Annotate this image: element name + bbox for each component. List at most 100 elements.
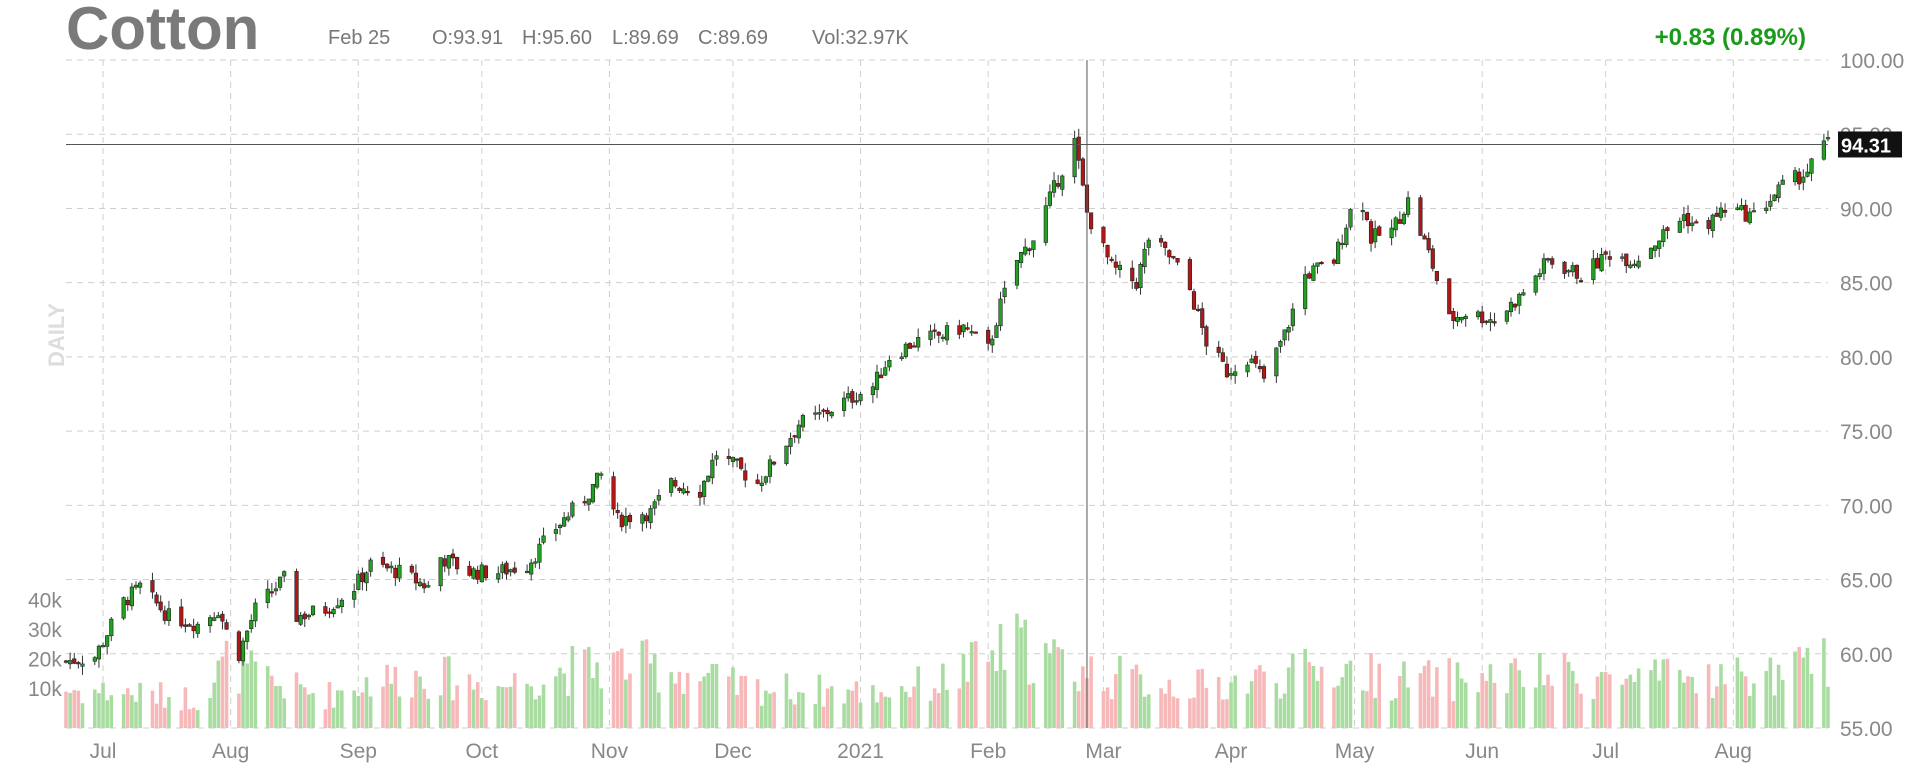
volume-bar (698, 681, 702, 728)
candle-body (1002, 287, 1007, 297)
candle-body (792, 435, 797, 438)
candle-body (508, 569, 513, 573)
volume-bar (743, 675, 748, 728)
candle-body (1562, 261, 1567, 274)
candle-body (932, 329, 937, 332)
candle-body (1311, 265, 1316, 281)
volume-bar (969, 642, 974, 728)
candle-body (1043, 205, 1048, 243)
price-tick-label: 70.00 (1840, 495, 1893, 518)
candle-body (446, 555, 451, 569)
candle-body (475, 569, 480, 580)
candle-body (294, 571, 299, 622)
volume-bar (245, 663, 249, 728)
candle-body (1747, 211, 1752, 224)
candle-body (1076, 136, 1081, 161)
volume-bar (1081, 666, 1085, 728)
candle-body (360, 572, 365, 583)
volume-bar (331, 707, 336, 728)
candle-body (1768, 200, 1773, 207)
candle-body (422, 583, 427, 589)
volume-bar (936, 693, 941, 728)
candle-body (496, 573, 501, 580)
volume-bar (759, 705, 764, 728)
volume-bar (817, 674, 822, 728)
candle-body (928, 330, 933, 340)
candle-body (1825, 137, 1831, 140)
candle-body (1570, 265, 1575, 273)
candle-body (191, 625, 196, 632)
volume-bar (570, 646, 575, 728)
candle-body (1566, 270, 1571, 273)
candle-body (1224, 363, 1230, 378)
volume-bar (904, 691, 908, 728)
candle-body (409, 565, 414, 573)
volume-bar (1253, 669, 1258, 728)
volume-bar (566, 696, 571, 728)
candle-body (1101, 226, 1106, 244)
volume-bar (1142, 696, 1147, 728)
volume-bar (335, 690, 340, 728)
volume-bar (360, 692, 365, 728)
volume-bar (1546, 674, 1550, 728)
candle-body (669, 478, 674, 493)
volume-bar (965, 681, 970, 728)
volume-bar (1373, 697, 1377, 728)
volume-bar (677, 671, 682, 728)
volume-bar (1752, 683, 1756, 728)
candle-body (829, 411, 834, 417)
volume-bar (393, 666, 398, 728)
volume-bar (1134, 664, 1139, 728)
candle-body (1373, 228, 1378, 243)
candle-body (236, 631, 241, 661)
close-readout: C:89.69 (698, 27, 769, 49)
candle-body (1282, 329, 1287, 341)
volume-bar (195, 710, 200, 728)
volume-bar (1735, 657, 1740, 728)
volume-bar (183, 687, 188, 728)
volume-bar (1019, 627, 1023, 728)
candle-body (1060, 175, 1065, 190)
volume-bar (1657, 680, 1661, 728)
candle-body (1661, 229, 1666, 243)
candle-body (903, 343, 908, 357)
date-tick-label: Oct (465, 740, 498, 763)
candle-body (1521, 292, 1526, 296)
crosshair: 94.31 (66, 60, 1902, 728)
candle-body (796, 424, 801, 439)
volume-bar (706, 672, 711, 728)
candle-body (1578, 280, 1584, 283)
candle-body (1228, 373, 1234, 376)
volume-bar (1056, 647, 1060, 728)
candle-body (1710, 214, 1715, 231)
volume-bar (340, 690, 344, 728)
candle-body (1031, 240, 1036, 250)
candle-body (1138, 264, 1143, 289)
volume-bar (912, 686, 916, 728)
volume-bar (72, 690, 77, 728)
candle-body (68, 660, 73, 665)
volume-bar (1768, 657, 1773, 728)
candle-body (883, 367, 888, 376)
candle-body (907, 343, 913, 349)
candle-body (385, 563, 390, 569)
candle-body (220, 613, 225, 622)
volume-bar (253, 661, 258, 728)
candle-body (1274, 347, 1279, 377)
candle-body (1220, 352, 1225, 362)
volume-bar (496, 686, 501, 728)
candle-body (1694, 221, 1699, 224)
candle-body (187, 624, 192, 627)
volume-bar (1167, 679, 1172, 728)
volume-bar (1682, 682, 1686, 728)
candle-body (706, 475, 711, 482)
candle-body (1620, 256, 1625, 259)
volume-bar (163, 707, 167, 728)
candle-body (850, 391, 855, 403)
candle-body (438, 557, 443, 587)
candle-body (1393, 217, 1398, 231)
axes: 55.00 60.00 65.00 70.00 75.00 80.00 85.00 90.00… (28, 50, 1904, 763)
volume-bar (1138, 674, 1143, 728)
date-readout: Feb 25 (328, 27, 391, 49)
